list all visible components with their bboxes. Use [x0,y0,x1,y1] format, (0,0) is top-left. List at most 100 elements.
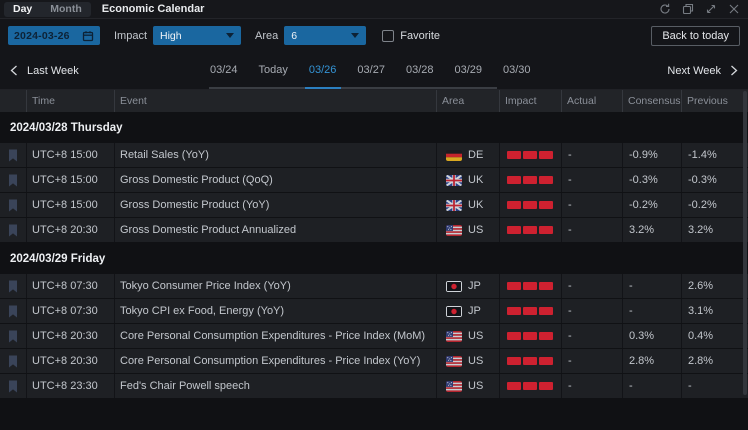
event-consensus: - [623,299,682,323]
impact-bar [507,201,521,209]
impact-bar [539,176,553,184]
refresh-icon[interactable] [659,3,671,15]
event-actual: - [562,193,623,217]
column-time: Time [27,90,115,112]
bookmark-icon[interactable] [8,149,18,162]
event-time: UTC+8 15:00 [27,193,115,217]
weekday-tab-03-30[interactable]: 03/30 [503,64,531,76]
date-input[interactable]: 2024-03-26 [8,26,100,45]
impact-bar [539,226,553,234]
area-code: US [468,330,484,342]
impact-bar [523,282,537,290]
area-select[interactable]: 6 [284,26,367,45]
next-week-button[interactable]: Next Week [667,65,738,77]
event-time: UTC+8 15:00 [27,168,115,192]
impact-indicator [500,218,562,242]
impact-bar [523,382,537,390]
impact-label: Impact [114,29,148,42]
area-code: US [468,380,484,392]
event-consensus: - [623,274,682,298]
impact-indicator [500,324,562,348]
bookmark-icon[interactable] [8,224,18,237]
column-bookmark [0,90,27,112]
weekday-tab-03-26[interactable]: 03/26 [308,64,337,76]
event-name: Tokyo CPI ex Food, Energy (YoY) [115,299,437,323]
tab-day[interactable]: Day [13,2,33,15]
popout-icon[interactable] [682,3,694,15]
last-week-button[interactable]: Last Week [10,65,79,77]
weekday-tab-03-29[interactable]: 03/29 [454,64,483,76]
event-row[interactable]: UTC+8 23:30 Fed's Chair Powell speech US - -… [0,374,748,399]
bookmark-cell[interactable] [0,218,27,242]
impact-indicator [500,168,562,192]
bookmark-icon[interactable] [8,174,18,187]
weekday-track [209,87,497,89]
weekday-tab-03-28[interactable]: 03/28 [405,64,434,76]
favorite-checkbox[interactable] [382,29,395,42]
close-icon[interactable] [728,3,740,15]
column-previous: Previous [687,95,728,107]
impact-select[interactable]: High [153,26,242,45]
event-time: UTC+8 20:30 [27,218,115,242]
weekday-tab-03-24[interactable]: 03/24 [210,64,238,76]
bookmark-cell[interactable] [0,168,27,192]
bookmark-icon[interactable] [8,305,18,318]
bookmark-icon[interactable] [8,199,18,212]
event-area: US [437,349,500,373]
bookmark-cell[interactable] [0,299,27,323]
event-area: US [437,324,500,348]
event-previous: 3.1% [688,305,714,317]
flag-jp-icon [446,305,462,317]
tab-month[interactable]: Month [50,2,82,15]
event-row[interactable]: UTC+8 15:00 Retail Sales (YoY) DE - -0.9% -1.… [0,143,748,168]
event-actual: - [562,274,623,298]
impact-bar [523,226,537,234]
impact-bar [507,176,521,184]
event-row[interactable]: UTC+8 20:30 Gross Domestic Product Annual… [0,218,748,243]
impact-bar [523,357,537,365]
event-time: UTC+8 07:30 [27,299,115,323]
event-time: UTC+8 23:30 [27,374,115,398]
event-row[interactable]: UTC+8 15:00 Gross Domestic Product (YoY) U… [0,193,748,218]
flag-us-icon [446,355,462,367]
area-code: UK [468,199,484,211]
impact-bar [507,282,521,290]
bookmark-icon[interactable] [8,330,18,343]
table-body: 2024/03/28 Thursday UTC+8 15:00 Retail Sal… [0,112,748,430]
event-name: Core Personal Consumption Expenditures -… [115,349,437,373]
event-area: UK [437,193,500,217]
event-consensus: 0.3% [623,324,682,348]
calendar-icon [82,30,94,41]
event-row[interactable]: UTC+8 15:00 Gross Domestic Product (QoQ) U… [0,168,748,193]
weekday-tab-03-27[interactable]: 03/27 [357,64,385,76]
next-week-label: Next Week [667,64,721,77]
bookmark-cell[interactable] [0,143,27,167]
expand-icon[interactable] [705,3,717,15]
area-code: JP [468,280,481,292]
weekday-strip: 03/24 Today 03/26 03/27 03/28 03/29 03/30 [210,52,531,88]
flag-jp-icon [446,280,462,292]
active-day-underline [305,87,341,89]
impact-bar [523,176,537,184]
impact-indicator [500,349,562,373]
weekday-tab-today[interactable]: Today [258,64,288,76]
bookmark-icon[interactable] [8,280,18,293]
event-actual: - [562,299,623,323]
vertical-scrollbar[interactable] [743,91,747,395]
bookmark-icon[interactable] [8,380,18,393]
impact-bar [539,357,553,365]
event-row[interactable]: UTC+8 20:30 Core Personal Consumption Exp… [0,349,748,374]
impact-bar [507,151,521,159]
event-row[interactable]: UTC+8 07:30 Tokyo CPI ex Food, Energy (Yo… [0,299,748,324]
event-consensus: 2.8% [623,349,682,373]
back-to-today-button[interactable]: Back to today [651,25,740,46]
event-row[interactable]: UTC+8 20:30 Core Personal Consumption Exp… [0,324,748,349]
event-row[interactable]: UTC+8 07:30 Tokyo Consumer Price Index (Y… [0,274,748,299]
bookmark-cell[interactable] [0,349,27,373]
bookmark-icon[interactable] [8,355,18,368]
bookmark-cell[interactable] [0,324,27,348]
impact-indicator [500,193,562,217]
bookmark-cell[interactable] [0,374,27,398]
bookmark-cell[interactable] [0,193,27,217]
bookmark-cell[interactable] [0,274,27,298]
